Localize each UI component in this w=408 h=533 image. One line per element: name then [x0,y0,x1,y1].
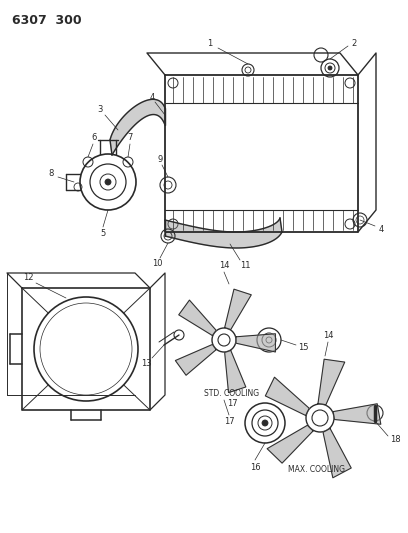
Text: 8: 8 [48,169,54,179]
Text: 5: 5 [100,230,106,238]
Text: 14: 14 [323,332,333,341]
Text: 17: 17 [227,399,237,408]
Text: 4: 4 [149,93,155,101]
Polygon shape [318,359,345,405]
Text: 16: 16 [250,464,260,472]
Text: 13: 13 [141,359,151,368]
Text: 11: 11 [240,261,250,270]
Polygon shape [333,404,381,424]
Text: 6: 6 [91,133,97,142]
Polygon shape [110,99,165,155]
Polygon shape [179,300,216,336]
Polygon shape [225,289,251,329]
Polygon shape [175,344,216,375]
Text: 7: 7 [127,133,133,142]
Text: 18: 18 [390,435,400,445]
Text: 14: 14 [219,261,229,270]
Text: 3: 3 [98,106,103,115]
Text: 12: 12 [23,273,33,282]
Circle shape [262,420,268,426]
Text: 9: 9 [157,156,163,165]
Text: 15: 15 [298,343,308,352]
Circle shape [328,66,332,70]
Text: 17: 17 [224,417,234,426]
Polygon shape [267,425,313,463]
Text: 2: 2 [351,38,357,47]
Polygon shape [236,334,275,352]
Text: STD. COOLING: STD. COOLING [204,389,259,398]
Text: 1: 1 [207,39,213,49]
Circle shape [105,179,111,185]
Polygon shape [225,350,246,393]
Polygon shape [323,429,351,478]
Text: 4: 4 [378,224,384,233]
Text: MAX. COOLING: MAX. COOLING [288,465,344,474]
Text: 6307  300: 6307 300 [12,14,82,27]
Text: 10: 10 [152,260,162,269]
Polygon shape [265,377,309,415]
Polygon shape [165,218,282,248]
